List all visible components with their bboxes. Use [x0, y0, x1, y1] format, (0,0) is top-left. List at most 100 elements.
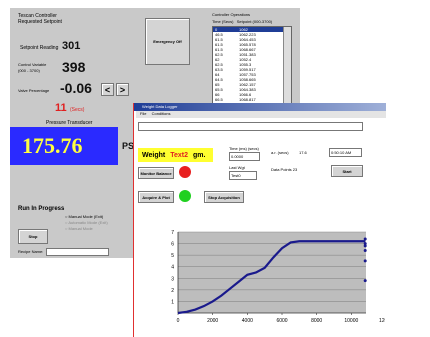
clock-field[interactable]: 0:50:10 AM [329, 148, 362, 157]
cell: 1066.6 [239, 92, 252, 97]
cell: 64 [215, 72, 220, 77]
stop-button[interactable]: Stop [18, 229, 48, 244]
label: Control Variable [18, 62, 47, 67]
column: Setpoint (000-3700) [236, 19, 273, 24]
stop-button[interactable]: Stop Acquisition [204, 191, 244, 203]
indicator [179, 190, 191, 202]
list-row[interactable]: 61.5 1065.578 [213, 42, 291, 47]
status: Run In Progress [18, 206, 65, 212]
y-tick-label: 7 [171, 230, 174, 236]
timer: 11 [55, 102, 67, 114]
acquire-button[interactable]: Acquire & Plot [138, 191, 174, 203]
list-row[interactable]: 46.5 1062.223 [213, 32, 291, 37]
menu-item[interactable]: Conditions [151, 111, 171, 116]
data-point [363, 259, 367, 263]
x-tick-label: 10000 [344, 318, 358, 324]
time-field[interactable]: 0.0000 [229, 152, 260, 161]
indicator [179, 166, 191, 178]
cell: 61.5 [215, 47, 223, 52]
text-field[interactable] [138, 122, 363, 131]
cell: 1064.383 [239, 87, 256, 92]
cell: 66.5 [215, 97, 223, 102]
y-tick-label: 6 [171, 242, 174, 248]
y-tick-label: 1 [171, 299, 174, 305]
cell: 65 [215, 82, 220, 87]
label: (000 - 3700) [18, 68, 40, 73]
radio[interactable]: ○ Manual Mode (Exit) [65, 214, 104, 219]
value: -0.06 [60, 80, 92, 96]
plot-area [178, 232, 366, 313]
cell: 1051.383 [239, 52, 256, 57]
list-row[interactable]: 65.5 1064.383 [213, 87, 291, 92]
data-line [177, 240, 366, 315]
data-point [363, 279, 367, 283]
window-title: Weight Data Logger [142, 104, 178, 109]
list-row[interactable]: 62.5 1055.3 [213, 62, 291, 67]
label: Data Points 23 [271, 167, 298, 172]
monitor-button[interactable]: Monitor Balance [138, 167, 174, 179]
cell: 1057.753 [239, 72, 256, 77]
x-tick-label: 4000 [242, 318, 253, 324]
list-row[interactable]: 61.5 1064.453 [213, 37, 291, 42]
unit: gm. [192, 151, 206, 159]
cell: 61.5 [215, 37, 223, 42]
label: Time (ms) (secs) [229, 146, 259, 151]
list-row[interactable]: 63.5 1059.517 [213, 67, 291, 72]
x-tick-label: 12000 [379, 318, 385, 324]
cell: 1065.578 [239, 42, 256, 47]
label: Last Wgt [229, 165, 245, 170]
x-tick-label: 0 [177, 318, 180, 324]
emergency-button[interactable]: Emergency Off [145, 18, 190, 65]
cell: 64.5 [215, 77, 223, 82]
x-tick-label: 2000 [207, 318, 218, 324]
cell: 1062.157 [239, 82, 256, 87]
last-field[interactable]: Test0 [229, 171, 257, 180]
timer-unit: (Secs) [70, 107, 85, 113]
radio[interactable]: ○ Automatic Mode (Exit) [65, 220, 108, 225]
start-button[interactable]: Start [331, 165, 363, 177]
decrease-button[interactable]: < [101, 83, 114, 96]
scrollbar[interactable] [283, 27, 291, 126]
column: Time (Secs) [212, 19, 234, 24]
label: Setpoint Reading [20, 45, 59, 51]
radio[interactable]: ○ Manual Mode [65, 226, 93, 231]
cell: 1062 [239, 27, 248, 32]
y-tick-label: 3 [171, 276, 174, 282]
list-row[interactable]: 64 1057.753 [213, 72, 291, 77]
menu-item[interactable]: File [140, 111, 147, 116]
cell: 62.5 [215, 62, 223, 67]
data-point [363, 237, 367, 241]
title-bar: Weight Data Logger [134, 103, 386, 111]
list-row[interactable]: 0 1062 [213, 27, 291, 32]
radio-label: Manual Mode [68, 226, 93, 231]
cell: 0 [215, 27, 218, 32]
title: Tescan Controller [18, 13, 57, 19]
list-row[interactable]: 62 1052.4 [213, 57, 291, 62]
y-tick-label: 4 [171, 265, 174, 271]
label: Valve Percentage [18, 88, 50, 93]
list-row[interactable]: 62.5 1051.383 [213, 52, 291, 57]
cell: 1052.4 [239, 57, 252, 62]
list-row[interactable]: 66 1066.6 [213, 92, 291, 97]
cell: 62.5 [215, 52, 223, 57]
list-row[interactable]: 64.5 1058.665 [213, 77, 291, 82]
cell: 46.5 [215, 32, 223, 37]
weight-display: Weight Text2 gm. [138, 148, 213, 162]
x-tick-label: 6000 [276, 318, 287, 324]
list-row[interactable]: 61.5 1068.667 [213, 47, 291, 52]
list-row[interactable]: 66.5 1068.817 [213, 97, 291, 102]
label: Weight [142, 151, 166, 159]
list-row[interactable]: 65 1062.157 [213, 82, 291, 87]
recipe-field[interactable] [46, 248, 109, 256]
x-tick-label: 8000 [311, 318, 322, 324]
menu-bar: File Conditions [136, 111, 386, 118]
cell: 63.5 [215, 67, 223, 72]
subtitle: Requested Setpoint [18, 19, 62, 25]
cell: 1068.667 [239, 47, 256, 52]
cell: 1055.3 [239, 62, 252, 67]
pressure-display: 175.76 [10, 127, 118, 165]
cell: 66 [215, 92, 220, 97]
pressure-value: 175.76 [22, 133, 83, 158]
increase-button[interactable]: > [116, 83, 129, 96]
cell: 1064.453 [239, 37, 256, 42]
